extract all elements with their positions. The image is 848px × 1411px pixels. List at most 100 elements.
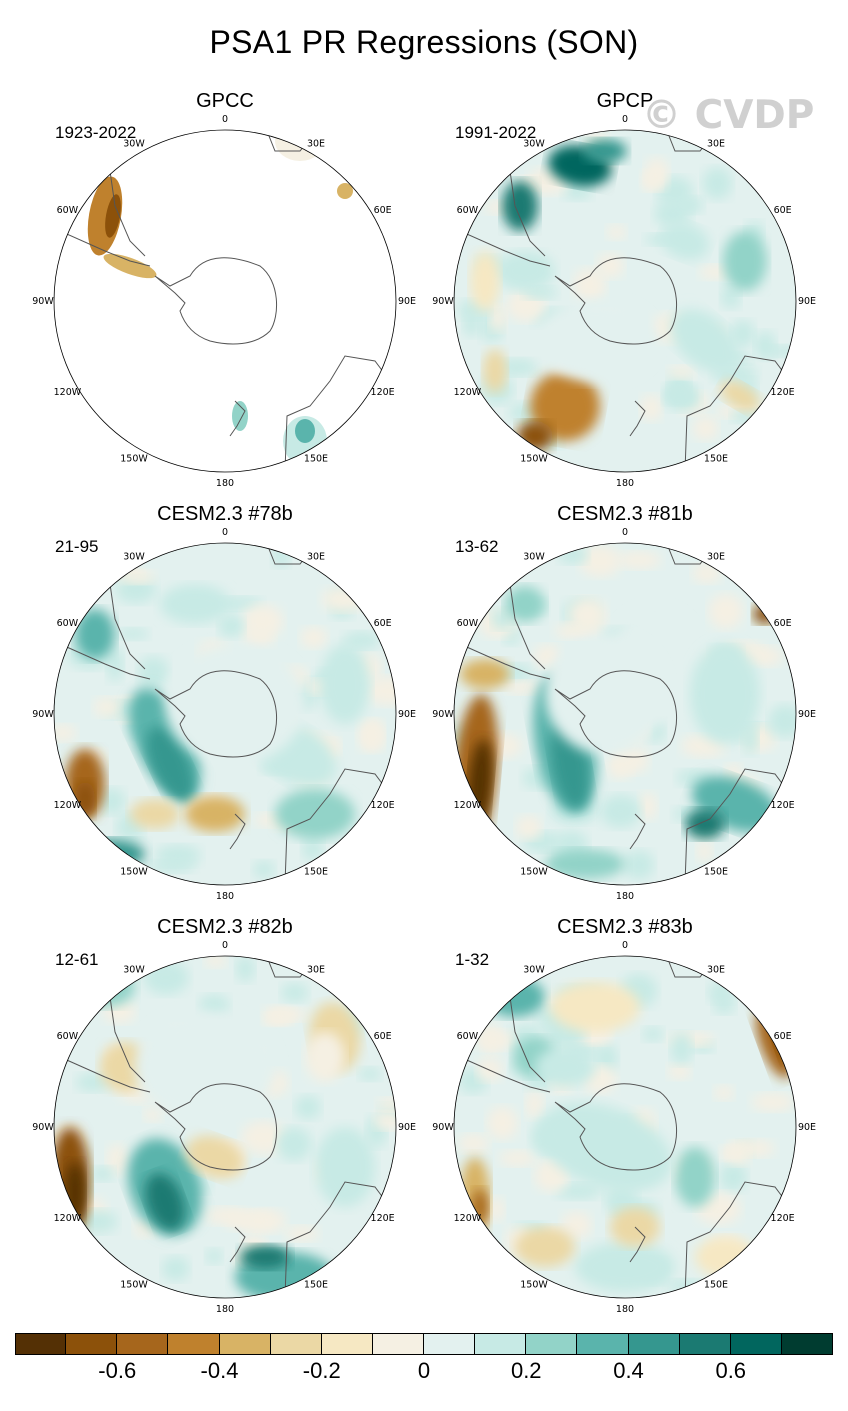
antarctica-outline xyxy=(154,257,278,345)
anomaly-blob xyxy=(660,222,710,260)
longitude-label: 60W xyxy=(457,618,479,629)
longitude-label: 60W xyxy=(57,1031,79,1042)
noise-patch xyxy=(90,1166,115,1182)
noise-patch xyxy=(568,597,607,633)
longitude-label: 60W xyxy=(57,205,79,216)
longitude-label: 150E xyxy=(304,1280,328,1291)
longitude-label: 0 xyxy=(222,114,228,125)
noise-patch xyxy=(730,319,755,348)
noise-patch xyxy=(488,305,507,332)
longitude-label: 60W xyxy=(57,618,79,629)
anomaly-blob xyxy=(145,1173,185,1231)
noise-patch xyxy=(116,627,150,640)
longitude-label: 60E xyxy=(774,1031,792,1042)
anomaly-blob xyxy=(315,1127,375,1207)
noise-patch xyxy=(720,285,741,309)
noise-patch xyxy=(106,645,124,682)
noise-patch xyxy=(712,996,736,1015)
anomaly-blob xyxy=(675,1147,715,1207)
longitude-label: 30E xyxy=(307,138,325,149)
anomaly-blob xyxy=(185,1135,245,1179)
longitude-label: 90W xyxy=(432,709,454,720)
noise-patch xyxy=(692,416,719,441)
colorbar xyxy=(15,1333,833,1356)
noise-patch xyxy=(262,1005,295,1025)
longitude-label: 90W xyxy=(432,1122,454,1133)
period-label: 21-95 xyxy=(55,537,99,556)
noise-patch xyxy=(161,1256,190,1282)
precip-field xyxy=(54,956,396,1298)
longitude-label: 90E xyxy=(398,1122,416,1133)
noise-patch xyxy=(579,545,621,577)
anomaly-blob xyxy=(685,809,725,839)
colorbar-tick-label: -0.2 xyxy=(302,1358,341,1383)
panel-title: CESM2.3 #81b xyxy=(557,503,693,525)
noise-patch xyxy=(218,613,244,639)
precip-field xyxy=(54,543,396,885)
colorbar-cell xyxy=(15,1333,67,1355)
longitude-label: 180 xyxy=(216,1304,234,1315)
longitude-label: 90E xyxy=(798,296,816,307)
australia-outline xyxy=(284,355,391,472)
noise-patch xyxy=(75,1072,111,1092)
anomaly-blob xyxy=(505,586,545,622)
noise-patch xyxy=(503,680,541,695)
noise-patch xyxy=(235,956,255,983)
noise-patch xyxy=(205,1248,223,1265)
longitude-label: 150W xyxy=(520,867,548,878)
anomaly-blob xyxy=(160,584,230,624)
longitude-label: 0 xyxy=(622,114,628,125)
longitude-label: 90W xyxy=(32,1122,54,1133)
longitude-label: 0 xyxy=(622,940,628,951)
land-anomaly xyxy=(105,194,121,238)
noise-patch xyxy=(768,704,796,738)
longitude-label: 30W xyxy=(123,964,145,975)
cvdp-watermark: © CVDP xyxy=(642,93,815,138)
colorbar-cell xyxy=(372,1333,424,1355)
noise-patch xyxy=(696,840,713,862)
longitude-label: 60E xyxy=(374,205,392,216)
longitude-label: 150E xyxy=(704,1280,728,1291)
map-panel: CESM2.3 #82b 0 30E 60E 90E 120E 150E 180 150W 120… xyxy=(25,916,425,1316)
longitude-label: 60E xyxy=(374,618,392,629)
longitude-label: 150E xyxy=(304,454,328,465)
noise-patch xyxy=(670,1032,693,1065)
longitude-label: 0 xyxy=(222,527,228,538)
colorbar-tick-label: -0.6 xyxy=(98,1358,137,1383)
antarctica-outline xyxy=(554,257,678,345)
longitude-label: 180 xyxy=(616,478,634,489)
noise-patch xyxy=(692,563,722,584)
colorbar-cell xyxy=(526,1333,578,1355)
antarctica-outline xyxy=(154,670,278,758)
anomaly-blob xyxy=(240,1245,290,1269)
anomaly-blob xyxy=(545,849,625,879)
noise-patch xyxy=(300,626,328,649)
panel-title: GPCC xyxy=(196,90,254,112)
panel-title: CESM2.3 #78b xyxy=(157,503,293,525)
longitude-label: 0 xyxy=(622,527,628,538)
polar-map: 0 30E 60E 90E 120E 150E 180 150W 120W 90W 60W 30W xyxy=(432,114,816,489)
noise-patch xyxy=(678,196,704,214)
noise-patch xyxy=(640,394,663,422)
anomaly-blob xyxy=(495,251,555,291)
noise-patch xyxy=(365,676,396,706)
land-anomaly xyxy=(337,183,353,199)
noise-patch xyxy=(198,994,230,1017)
panel-title: CESM2.3 #83b xyxy=(557,916,693,938)
colorbar-cell xyxy=(781,1333,833,1355)
precip-field xyxy=(454,130,796,472)
new-zealand-outline xyxy=(229,1226,246,1263)
period-label: 1923-2022 xyxy=(55,123,137,142)
colorbar-cell xyxy=(168,1333,220,1355)
anomaly-blob xyxy=(305,1032,345,1082)
land-anomaly xyxy=(295,419,315,443)
anomaly-blob xyxy=(320,644,370,724)
longitude-label: 120E xyxy=(371,387,395,398)
noise-patch xyxy=(284,1225,320,1242)
noise-patch xyxy=(616,551,662,569)
noise-patch xyxy=(698,264,731,280)
anomaly-blob xyxy=(185,796,245,832)
longitude-label: 30W xyxy=(123,138,145,149)
noise-patch xyxy=(276,1126,312,1161)
noise-patch xyxy=(667,1063,691,1080)
